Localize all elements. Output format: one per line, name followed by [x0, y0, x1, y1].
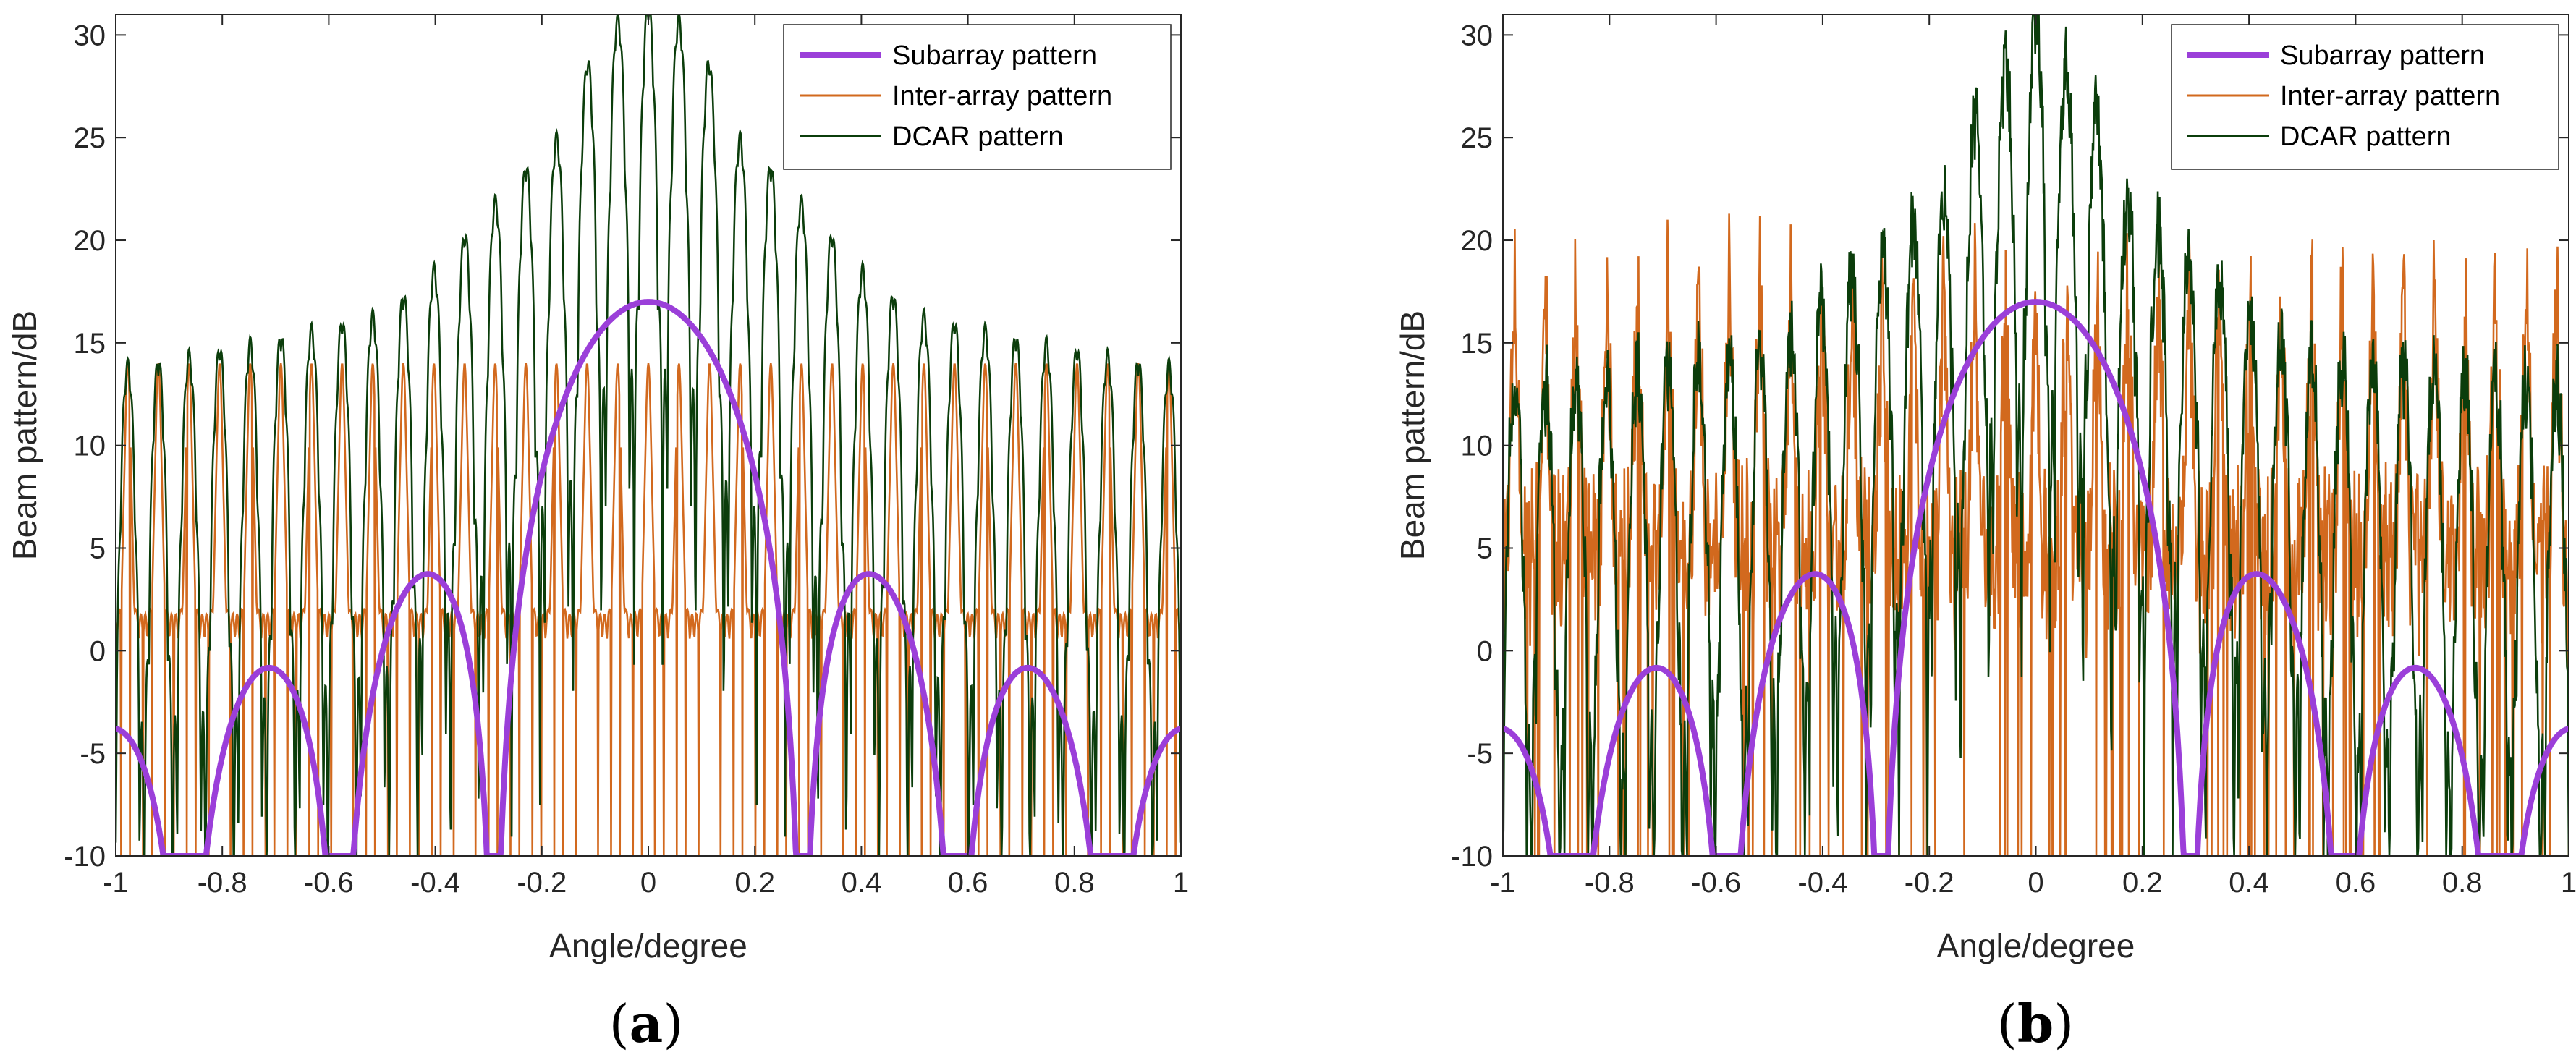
subarray-line	[116, 299, 1181, 856]
x-tick-label: -1	[1490, 867, 1516, 899]
y-tick-label: 5	[1477, 533, 1493, 565]
x-tick-label: 0	[2028, 867, 2043, 899]
inter-array-line	[116, 363, 1181, 856]
panel-caption: (a)	[609, 993, 684, 1054]
y-tick-label: 5	[90, 533, 106, 565]
x-tick-label: 0.2	[2122, 867, 2163, 899]
y-tick-label: -5	[80, 738, 106, 770]
y-tick-label: 25	[1461, 122, 1494, 154]
caption-letter: b	[2017, 993, 2054, 1054]
x-tick-label: -1	[103, 867, 129, 899]
x-tick-label: 0.2	[734, 867, 775, 899]
panel-a: -1 -0.8 -0.6 -0.4 -0.2 0 0.2 0.4 0.6 0.8 1 -10 -5 0 5 1…	[6, 14, 1189, 1054]
x-tick-label: -0.4	[1797, 867, 1847, 899]
x-tick-label: -0.8	[198, 867, 247, 899]
caption-open-paren: (	[609, 993, 630, 1054]
x-tick-label: 1	[1173, 867, 1189, 899]
x-tick-label: -0.6	[1691, 867, 1741, 899]
caption-close-paren: )	[663, 993, 683, 1054]
y-tick-label: 10	[74, 431, 106, 462]
inter-array-line	[1503, 213, 2569, 856]
x-tick-label: 0	[640, 867, 656, 899]
x-tick-label: -0.8	[1585, 867, 1635, 899]
y-axis-label: Beam pattern/dB	[6, 310, 43, 560]
legend-label: Inter-array pattern	[2280, 81, 2500, 111]
legend-label: Subarray pattern	[2280, 41, 2485, 71]
y-tick-label: 20	[74, 225, 106, 257]
x-tick-label: 0.6	[948, 867, 988, 899]
caption-open-paren: (	[1997, 993, 2017, 1054]
legend-label: Inter-array pattern	[892, 81, 1112, 111]
x-tick-label: 0.6	[2336, 867, 2376, 899]
caption-close-paren: )	[2054, 993, 2074, 1054]
x-tick-label: 1	[2561, 867, 2576, 899]
x-tick-label: -0.6	[304, 867, 354, 899]
x-tick-label: 0.4	[2229, 867, 2269, 899]
legend-label: DCAR pattern	[2280, 122, 2452, 152]
y-tick-label: 25	[74, 122, 106, 154]
x-tick-label: 0.8	[2442, 867, 2483, 899]
y-tick-label: 20	[1461, 225, 1494, 257]
x-tick-label: 0.8	[1054, 867, 1095, 899]
y-tick-label: 0	[1477, 635, 1493, 667]
x-tick-label: 0.4	[842, 867, 882, 899]
subarray-line	[1503, 299, 2569, 856]
y-tick-label: 15	[74, 328, 106, 360]
legend: Subarray pattern Inter-array pattern DCAR …	[783, 24, 1172, 170]
legend-box	[2171, 24, 2559, 170]
y-tick-label: 30	[74, 20, 106, 51]
legend-label: DCAR pattern	[892, 122, 1064, 152]
y-tick-label: -5	[1467, 738, 1493, 770]
x-tick-label: -0.2	[1905, 867, 1954, 899]
legend-box	[783, 24, 1172, 170]
legend-label: Subarray pattern	[892, 41, 1097, 71]
x-tick-label: -0.4	[410, 867, 460, 899]
y-tick-label: 30	[1461, 20, 1494, 51]
x-axis-label: Angle/degree	[549, 927, 747, 964]
y-tick-label: 15	[1461, 328, 1494, 360]
y-axis-label: Beam pattern/dB	[1394, 310, 1431, 560]
y-tick-label: 10	[1461, 431, 1494, 462]
y-tick-label: -10	[1451, 841, 1493, 873]
panel-caption: (b)	[1997, 993, 2075, 1054]
legend: Subarray pattern Inter-array pattern DCAR …	[2171, 24, 2559, 170]
y-tick-label: -10	[64, 841, 106, 873]
x-axis-label: Angle/degree	[1937, 927, 2135, 964]
x-tick-label: -0.2	[517, 867, 567, 899]
panel-b: -1 -0.8 -0.6 -0.4 -0.2 0 0.2 0.4 0.6 0.8 1 -10 -5 0 5 1…	[1394, 14, 2576, 1054]
caption-letter: a	[630, 993, 664, 1054]
y-tick-label: 0	[90, 635, 106, 667]
